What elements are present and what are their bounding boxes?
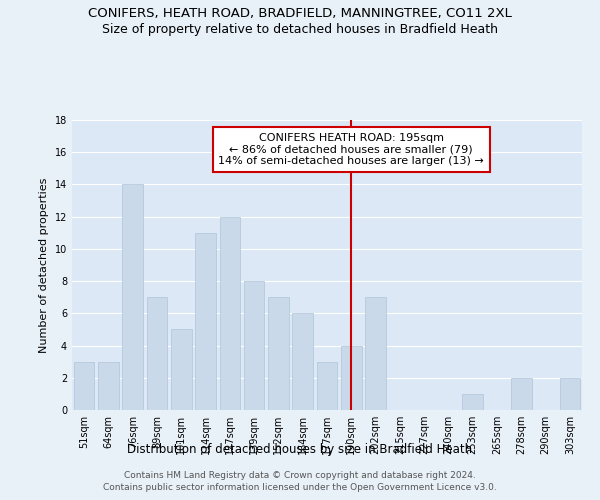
Bar	[268, 297, 289, 410]
Bar	[560, 378, 580, 410]
Text: Size of property relative to detached houses in Bradfield Heath: Size of property relative to detached ho…	[102, 22, 498, 36]
Bar	[195, 233, 216, 410]
Y-axis label: Number of detached properties: Number of detached properties	[39, 178, 49, 352]
Bar	[146, 297, 167, 410]
Text: Distribution of detached houses by size in Bradfield Heath: Distribution of detached houses by size …	[127, 442, 473, 456]
Text: CONIFERS, HEATH ROAD, BRADFIELD, MANNINGTREE, CO11 2XL: CONIFERS, HEATH ROAD, BRADFIELD, MANNING…	[88, 8, 512, 20]
Bar	[365, 297, 386, 410]
Text: CONIFERS HEATH ROAD: 195sqm
← 86% of detached houses are smaller (79)
14% of sem: CONIFERS HEATH ROAD: 195sqm ← 86% of det…	[218, 133, 484, 166]
Bar	[171, 330, 191, 410]
Bar	[98, 362, 119, 410]
Bar	[74, 362, 94, 410]
Bar	[244, 281, 265, 410]
Bar	[463, 394, 483, 410]
Bar	[341, 346, 362, 410]
Text: Contains HM Land Registry data © Crown copyright and database right 2024.
Contai: Contains HM Land Registry data © Crown c…	[103, 471, 497, 492]
Bar	[292, 314, 313, 410]
Bar	[317, 362, 337, 410]
Bar	[122, 184, 143, 410]
Bar	[220, 216, 240, 410]
Bar	[511, 378, 532, 410]
